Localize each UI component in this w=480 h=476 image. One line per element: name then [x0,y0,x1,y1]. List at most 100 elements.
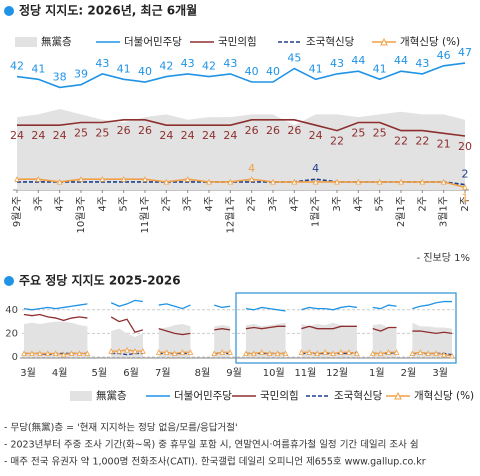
chart-title: 주요 정당 지지도 2025-2026 [19,273,181,288]
marker [441,351,447,358]
line [110,299,143,307]
x-tick-label: 3월 [20,367,36,379]
legend-swatch [15,37,37,47]
data-label: 24 [10,129,24,142]
x-tick-label: 3주 [33,196,44,212]
footnote: - 2023년부터 주중 조사 기간(화~목) 중 휴무일 포함 시, 연말연시… [4,439,419,451]
marker [433,350,439,357]
marker [385,349,392,355]
x-tick-label: 12월 [326,367,348,379]
marker [312,178,319,185]
marker [142,176,148,182]
data-label: 41 [117,62,131,75]
line [245,306,286,312]
x-tick-label: 4주 [289,196,300,212]
data-label: 25 [373,127,387,140]
marker [440,178,447,185]
highlight-box [235,292,457,364]
x-tick-label: 6월 [123,367,139,379]
marker [219,349,225,355]
data-label: 47 [458,46,472,59]
marker [44,350,51,357]
legend-label: 국민의힘 [260,390,299,402]
marker [355,178,362,185]
data-label: 25 [74,127,88,140]
marker [419,178,426,185]
legend-label: 조국혁신당 [306,36,355,48]
marker [274,350,281,357]
marker [248,176,255,182]
data-label: 43 [95,57,109,70]
x-tick-label: 2주 [247,196,258,212]
marker [37,350,43,357]
x-tick-label: 12월1주 [224,196,236,234]
marker [206,178,212,185]
marker [449,352,455,359]
data-label: 43 [181,57,195,70]
x-tick-label: 8월 [195,367,211,379]
marker [376,178,383,185]
marker [163,178,170,185]
x-tick-label: 3월1주 [438,196,450,227]
x-tick-label: 2월 [401,367,417,379]
data-label: 44 [351,54,365,67]
x-tick-label: 5주 [375,196,386,212]
x-tick-label: 3주 [332,196,343,212]
marker [155,349,162,355]
x-tick-label: 4주 [204,196,215,212]
marker [282,350,289,357]
area [214,325,231,357]
x-tick-label: 3주 [268,196,279,212]
data-label: 41 [309,62,323,75]
x-tick-label: 11월1주 [139,196,151,234]
footnote: - 무당(無黨)층 = '현재 지지하는 정당 없음/모름/응답거절' [4,422,238,434]
marker [322,349,329,355]
x-tick-label: 2월1주 [395,196,407,227]
data-label: 24 [53,129,67,142]
marker [124,346,130,353]
data-label: 24 [202,129,216,142]
marker [184,176,191,182]
data-label: 40 [245,65,259,78]
data-label: 26 [117,124,131,137]
legend-label: 더불어민주당 [174,390,232,402]
title-dot [4,276,14,286]
marker [346,349,352,355]
data-label: 43 [330,57,344,70]
data-label: 26 [266,124,280,137]
area [245,322,286,357]
marker [52,350,59,357]
data-label: 22 [394,135,408,148]
marker [35,176,42,182]
x-tick-label: 5월 [92,367,108,379]
y-tick-label: 0 [12,352,18,363]
legend-label: 개혁신당 (%) [414,390,474,402]
data-label: 22 [330,135,344,148]
line [245,325,286,330]
area [301,322,357,357]
line [110,316,144,333]
marker [354,350,360,357]
marker [425,350,432,357]
x-tick-label: 1월2주 [310,196,322,227]
data-label: 24 [309,129,323,142]
marker [270,178,276,185]
marker [338,349,344,355]
marker [140,348,146,354]
data-label: 41 [373,62,387,75]
legend-label: 더불어민주당 [124,36,182,48]
marker [334,178,340,185]
marker [314,350,321,357]
marker [417,349,424,355]
data-label: 4 [248,162,255,175]
data-label: 2 [462,168,469,181]
line [17,119,466,137]
data-label: 43 [415,57,429,70]
x-tick-label: 5주 [119,196,130,212]
line [412,330,453,335]
marker [409,350,416,357]
marker [99,176,106,182]
data-label: 20 [458,140,472,153]
